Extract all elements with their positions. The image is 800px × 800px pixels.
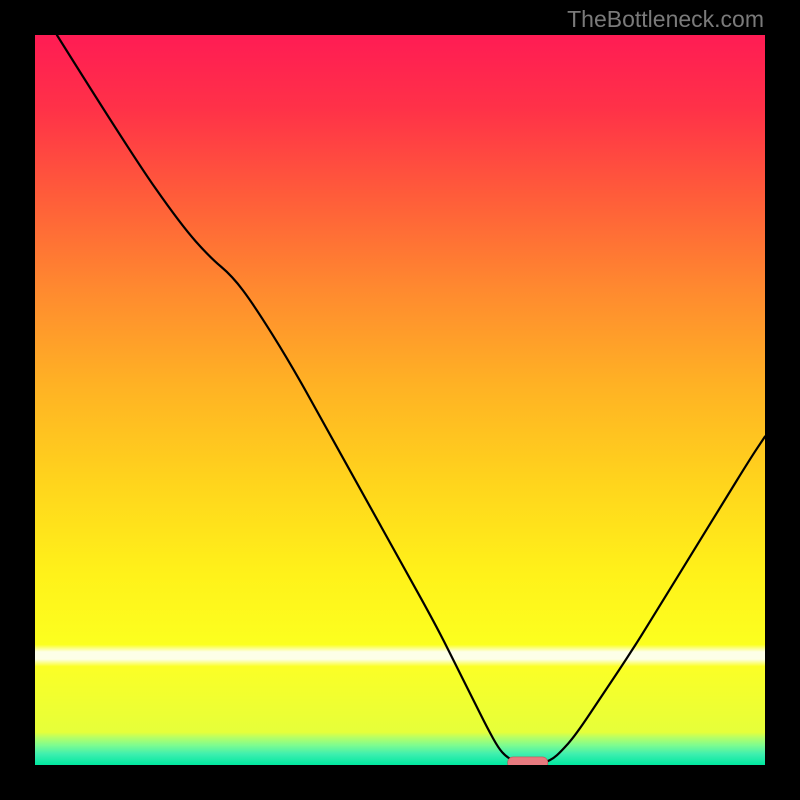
chart-stage: TheBottleneck.com: [0, 0, 800, 800]
plot-svg: [35, 35, 765, 765]
gradient-background: [35, 35, 765, 765]
highlight-marker: [508, 757, 548, 765]
plot-area: [35, 35, 765, 765]
watermark-text: TheBottleneck.com: [567, 6, 764, 33]
